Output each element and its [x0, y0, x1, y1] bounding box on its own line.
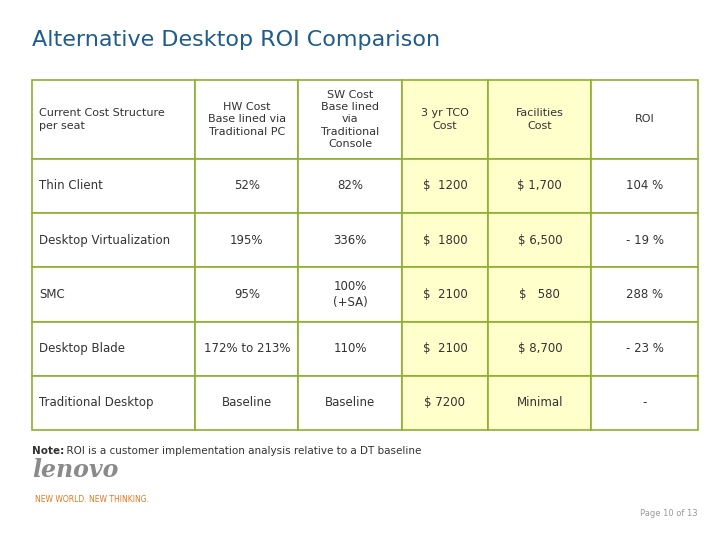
Text: SMC: SMC — [39, 288, 65, 301]
Bar — [32, 80, 195, 159]
Text: $  2100: $ 2100 — [423, 288, 467, 301]
Bar — [195, 267, 298, 321]
Text: 104 %: 104 % — [626, 179, 663, 192]
Text: Thin Client: Thin Client — [39, 179, 103, 192]
Text: 288 %: 288 % — [626, 288, 663, 301]
Text: 100%
(+SA): 100% (+SA) — [333, 280, 367, 309]
Text: Desktop Virtualization: Desktop Virtualization — [39, 234, 170, 247]
Text: $ 6,500: $ 6,500 — [518, 234, 562, 247]
Bar — [298, 159, 402, 213]
Text: Current Cost Structure
per seat: Current Cost Structure per seat — [39, 108, 165, 131]
Text: $   580: $ 580 — [519, 288, 560, 301]
Text: NEW WORLD. NEW THINKING.: NEW WORLD. NEW THINKING. — [35, 495, 149, 504]
Text: lenovo: lenovo — [32, 458, 118, 482]
Bar — [402, 80, 488, 159]
Text: SW Cost
Base lined
via
Traditional
Console: SW Cost Base lined via Traditional Conso… — [321, 90, 379, 149]
Text: -: - — [642, 396, 647, 409]
Text: Alternative Desktop ROI Comparison: Alternative Desktop ROI Comparison — [32, 30, 440, 50]
Text: Facilities
Cost: Facilities Cost — [516, 108, 564, 131]
Bar — [591, 267, 698, 321]
Text: 336%: 336% — [333, 234, 366, 247]
Text: Minimal: Minimal — [516, 396, 563, 409]
Bar — [298, 321, 402, 376]
Text: $  1200: $ 1200 — [423, 179, 467, 192]
Text: 52%: 52% — [234, 179, 260, 192]
Text: Traditional Desktop: Traditional Desktop — [39, 396, 153, 409]
Bar — [488, 159, 591, 213]
Bar — [195, 376, 298, 430]
Bar — [298, 267, 402, 321]
Bar — [591, 213, 698, 267]
Bar — [591, 321, 698, 376]
Text: 110%: 110% — [333, 342, 366, 355]
Text: HW Cost
Base lined via
Traditional PC: HW Cost Base lined via Traditional PC — [208, 102, 286, 137]
Text: 172% to 213%: 172% to 213% — [204, 342, 290, 355]
Bar — [298, 213, 402, 267]
Bar — [195, 80, 298, 159]
Bar — [591, 80, 698, 159]
Bar — [298, 80, 402, 159]
Bar — [195, 159, 298, 213]
Text: Baseline: Baseline — [325, 396, 375, 409]
Text: 3 yr TCO
Cost: 3 yr TCO Cost — [421, 108, 469, 131]
Bar — [488, 267, 591, 321]
Text: - 19 %: - 19 % — [626, 234, 664, 247]
Bar — [402, 376, 488, 430]
Bar — [488, 213, 591, 267]
Text: Note:: Note: — [32, 446, 64, 456]
Bar — [32, 267, 195, 321]
Text: $ 7200: $ 7200 — [424, 396, 465, 409]
Bar — [32, 159, 195, 213]
Text: 95%: 95% — [234, 288, 260, 301]
Text: 195%: 195% — [230, 234, 264, 247]
Bar — [488, 376, 591, 430]
Text: ROI: ROI — [635, 114, 654, 124]
Text: $  1800: $ 1800 — [423, 234, 467, 247]
Text: $  2100: $ 2100 — [423, 342, 467, 355]
Bar — [32, 321, 195, 376]
Text: Page 10 of 13: Page 10 of 13 — [640, 509, 698, 518]
Text: 82%: 82% — [337, 179, 363, 192]
Bar — [32, 376, 195, 430]
Bar — [488, 321, 591, 376]
Bar — [591, 159, 698, 213]
Bar — [488, 80, 591, 159]
Bar — [402, 267, 488, 321]
Text: ROI is a customer implementation analysis relative to a DT baseline: ROI is a customer implementation analysi… — [60, 446, 421, 456]
Bar — [298, 376, 402, 430]
Bar — [591, 376, 698, 430]
Text: $ 8,700: $ 8,700 — [518, 342, 562, 355]
Text: $ 1,700: $ 1,700 — [518, 179, 562, 192]
Bar — [32, 213, 195, 267]
Text: - 23 %: - 23 % — [626, 342, 664, 355]
Text: Desktop Blade: Desktop Blade — [39, 342, 125, 355]
Bar — [402, 159, 488, 213]
Bar — [402, 321, 488, 376]
Bar — [402, 213, 488, 267]
Text: Baseline: Baseline — [222, 396, 272, 409]
Bar — [195, 321, 298, 376]
Bar — [195, 213, 298, 267]
